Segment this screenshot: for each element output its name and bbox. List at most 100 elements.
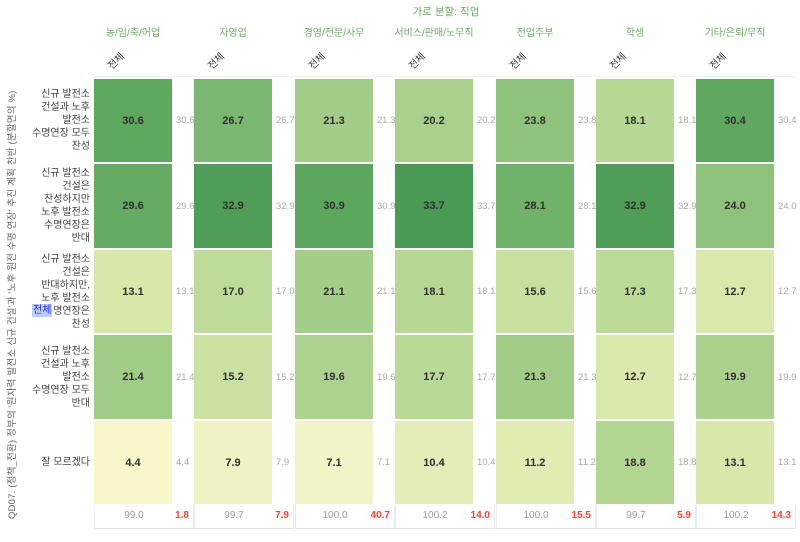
- cell-side-value: 33.7: [477, 200, 496, 212]
- column-header-label: 농/임/축/어업: [105, 28, 161, 39]
- column-header-label: 학생: [625, 28, 645, 39]
- panel-top-border: [194, 76, 294, 77]
- mosaic-cell[interactable]: 20.2: [395, 79, 473, 162]
- panel-top-border: [395, 76, 495, 77]
- mosaic-cell[interactable]: 28.1: [496, 164, 574, 248]
- cell-side-value: 32.9: [276, 200, 295, 212]
- cell-value: 30.9: [323, 200, 345, 212]
- mosaic-cell[interactable]: 26.7: [194, 79, 272, 162]
- column-header-label: 경영/전문/사무: [303, 28, 365, 39]
- cell-side-value: 17.0: [276, 286, 295, 297]
- mosaic-cell[interactable]: 18.8: [596, 421, 674, 504]
- column-tick-label: 전체: [206, 51, 228, 72]
- cell-value: 26.7: [222, 114, 244, 127]
- mosaic-cell[interactable]: 17.7: [395, 335, 473, 419]
- mosaic-cell[interactable]: 4.4: [94, 421, 172, 504]
- cell-side-value: 30.9: [377, 200, 396, 212]
- mosaic-cell[interactable]: 17.0: [194, 250, 272, 333]
- cell-side-value: 19.9: [778, 371, 797, 383]
- mosaic-cell[interactable]: 7.1: [295, 421, 373, 504]
- mosaic-cell[interactable]: 21.1: [295, 250, 373, 333]
- column-total: 99.0: [124, 510, 144, 521]
- cell-value: 4.4: [125, 456, 141, 469]
- cell-value: 32.9: [624, 200, 646, 212]
- row-label: 신규 발전소 건설과 노후 발전소 수명연장 모두 반대: [32, 345, 90, 409]
- cell-value: 7.1: [326, 456, 342, 469]
- cell-value: 10.4: [423, 456, 445, 469]
- column-tick-label: 전체: [608, 51, 630, 72]
- mosaic-cell[interactable]: 12.7: [596, 335, 674, 419]
- column-tick-label: 전체: [508, 51, 530, 72]
- mosaic-cell[interactable]: 30.4: [696, 79, 774, 162]
- mosaic-cell[interactable]: 32.9: [194, 164, 272, 248]
- column-net-value: 14.0: [470, 510, 490, 521]
- mosaic-cell[interactable]: 18.1: [596, 79, 674, 162]
- cell-side-value: 21.4: [176, 371, 195, 383]
- mosaic-cell[interactable]: 19.9: [696, 335, 774, 419]
- mosaic-cell[interactable]: 13.1: [94, 250, 172, 333]
- cell-value: 17.0: [222, 285, 244, 298]
- cell-value: 30.4: [724, 114, 746, 127]
- mosaic-cell[interactable]: 13.1: [696, 421, 774, 504]
- cell-value: 19.9: [724, 371, 746, 383]
- column-footer: 99.7 5.9: [596, 505, 696, 529]
- column-total: 100.2: [422, 510, 448, 521]
- column-tick-label: 전체: [307, 51, 329, 72]
- cell-side-value: 17.7: [477, 371, 496, 383]
- mosaic-cell[interactable]: 10.4: [395, 421, 473, 504]
- mosaic-cell[interactable]: 32.9: [596, 164, 674, 248]
- cell-value: 12.7: [724, 285, 746, 298]
- cell-side-value: 15.6: [578, 286, 597, 297]
- mosaic-cell[interactable]: 23.8: [496, 79, 574, 162]
- mosaic-cell[interactable]: 21.3: [295, 79, 373, 162]
- cell-side-value: 20.2: [477, 115, 496, 126]
- panel-top-border: [94, 76, 194, 77]
- cell-value: 15.2: [222, 371, 244, 383]
- panel-top-border: [696, 76, 796, 77]
- mosaic-cell[interactable]: 15.2: [194, 335, 272, 419]
- column-total: 100.2: [723, 510, 749, 521]
- cell-value: 21.1: [323, 285, 345, 298]
- cell-value: 23.8: [524, 114, 546, 127]
- mosaic-cell[interactable]: 33.7: [395, 164, 473, 248]
- cell-value: 20.2: [423, 114, 445, 127]
- cell-side-value: 17.3: [678, 286, 697, 297]
- cell-side-value: 19.6: [377, 371, 396, 383]
- mosaic-cell[interactable]: 30.9: [295, 164, 373, 248]
- cell-value: 15.6: [524, 285, 546, 298]
- column-header-label: 전업주부: [516, 28, 554, 39]
- cell-side-value: 21.3: [377, 115, 396, 126]
- mosaic-cell[interactable]: 19.6: [295, 335, 373, 419]
- mosaic-cell[interactable]: 21.3: [496, 335, 574, 419]
- column-header-label: 기타/은퇴/무직: [704, 28, 766, 39]
- mosaic-cell[interactable]: 15.6: [496, 250, 574, 333]
- column-net-value: 14.3: [771, 510, 791, 521]
- mosaic-cell[interactable]: 11.2: [496, 421, 574, 504]
- cell-value: 21.4: [122, 371, 144, 383]
- cell-side-value: 30.4: [778, 115, 797, 126]
- cell-value: 13.1: [122, 285, 144, 298]
- column-total: 99.7: [224, 510, 244, 521]
- cell-side-value: 12.7: [678, 371, 697, 383]
- cell-value: 30.6: [122, 114, 144, 127]
- cell-value: 11.2: [524, 456, 546, 469]
- mosaic-cell[interactable]: 24.0: [696, 164, 774, 248]
- mosaic-cell[interactable]: 17.3: [596, 250, 674, 333]
- cell-side-value: 28.1: [578, 200, 597, 212]
- cell-side-value: 18.1: [477, 286, 496, 297]
- panel-top-border: [295, 76, 395, 77]
- cell-value: 13.1: [724, 456, 746, 469]
- mosaic-cell[interactable]: 30.6: [94, 79, 172, 162]
- row-label: 잘 모르겠다: [41, 457, 90, 468]
- mosaic-cell[interactable]: 12.7: [696, 250, 774, 333]
- column-net-value: 15.5: [571, 510, 591, 521]
- mosaic-cell[interactable]: 29.6: [94, 164, 172, 248]
- cell-side-value: 10.4: [477, 457, 496, 468]
- chart-title: 가로 분할: 직업: [412, 6, 480, 18]
- column-footer: 100.2 14.3: [696, 505, 796, 529]
- cell-value: 21.3: [323, 114, 345, 127]
- mosaic-cell[interactable]: 18.1: [395, 250, 473, 333]
- mosaic-cell[interactable]: 21.4: [94, 335, 172, 419]
- mosaic-cell[interactable]: 7.9: [194, 421, 272, 504]
